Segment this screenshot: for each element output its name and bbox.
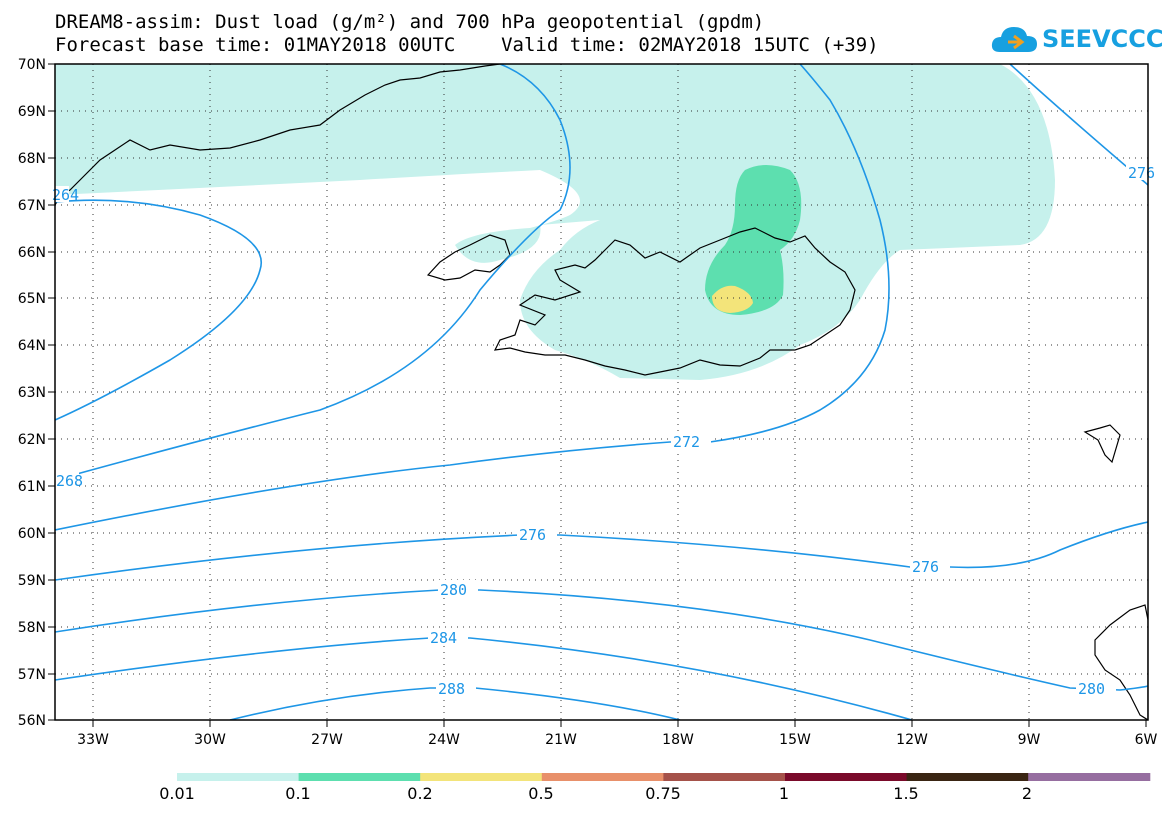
lon-label: 9W	[1018, 732, 1041, 748]
lat-label: 62N	[18, 432, 46, 448]
lat-label: 58N	[18, 620, 46, 636]
contour-268	[55, 64, 571, 481]
cloud-icon	[991, 27, 1037, 52]
contour-labels: 272 276 276 280 280 284 288 268 264 276	[52, 162, 1155, 698]
graticule	[55, 64, 1148, 720]
coastlines	[55, 64, 1148, 720]
colorbar-label: 0.01	[159, 784, 195, 803]
lat-label: 70N	[18, 57, 46, 73]
dust-area-medium	[705, 165, 802, 315]
lon-label: 21W	[545, 732, 577, 748]
lat-label: 57N	[18, 667, 46, 683]
contour-264	[55, 199, 262, 421]
longitude-labels: 33W 30W 27W 24W 21W 18W 15W 12W 9W 6W	[77, 732, 1157, 748]
latitude-labels: 70N 69N 68N 67N 66N 65N 64N 63N 62N 61N …	[18, 57, 46, 729]
contour-label-288: 288	[438, 680, 465, 698]
lon-label: 6W	[1135, 732, 1158, 748]
colorbar-segment	[785, 773, 908, 781]
colorbar-segment	[420, 773, 543, 781]
contour-280	[55, 589, 1148, 691]
colorbar-segment	[541, 773, 664, 781]
contour-label-27x: 276	[1128, 164, 1155, 182]
colorbar-label: 0.2	[407, 784, 433, 803]
contour-272	[55, 64, 890, 531]
lat-label: 64N	[18, 338, 46, 354]
lon-label: 12W	[896, 732, 928, 748]
lat-label: 67N	[18, 198, 46, 214]
lat-label: 59N	[18, 573, 46, 589]
lon-label: 27W	[311, 732, 343, 748]
colorbar-label: 0.5	[528, 784, 554, 803]
scotland-coast	[1094, 604, 1148, 720]
lon-label: 30W	[194, 732, 226, 748]
contour-label-272: 272	[673, 433, 700, 451]
axis-ticks	[48, 63, 1147, 727]
contour-label-280-b: 280	[1078, 680, 1105, 698]
contour-label-280-a: 280	[440, 581, 467, 599]
colorbar-label: 0.1	[285, 784, 311, 803]
lon-label: 33W	[77, 732, 109, 748]
contour-label-276-b: 276	[912, 558, 939, 576]
lon-label: 15W	[779, 732, 811, 748]
colorbar-segment	[1028, 773, 1151, 781]
lat-label: 68N	[18, 151, 46, 167]
contour-label-268: 268	[56, 472, 83, 490]
colorbar	[177, 773, 1151, 781]
map-subtitle: Forecast base time: 01MAY2018 00UTC Vali…	[55, 34, 879, 56]
lat-label: 63N	[18, 385, 46, 401]
colorbar-label: 1	[778, 784, 790, 803]
dust-shading	[55, 64, 1055, 380]
contour-284	[55, 637, 913, 720]
lat-label: 65N	[18, 291, 46, 307]
iceland-coast	[493, 227, 856, 376]
contour-label-264: 264	[52, 186, 79, 204]
colorbar-segment	[906, 773, 1029, 781]
contour-276	[55, 521, 1148, 581]
lat-label: 60N	[18, 526, 46, 542]
lon-label: 18W	[662, 732, 694, 748]
colorbar-label: 0.75	[645, 784, 681, 803]
map-title: DREAM8-assim: Dust load (g/m²) and 700 h…	[55, 11, 765, 33]
colorbar-segment	[298, 773, 421, 781]
lon-label: 24W	[428, 732, 460, 748]
colorbar-label: 1.5	[893, 784, 919, 803]
faroe-coast	[1083, 424, 1121, 464]
logo-text: SEEVCCC	[1042, 25, 1164, 53]
contour-label-276-a: 276	[519, 526, 546, 544]
colorbar-label: 2	[1021, 784, 1033, 803]
geopotential-contours	[55, 64, 1148, 720]
dust-area-high	[712, 285, 753, 313]
colorbar-segment	[663, 773, 786, 781]
seevccc-logo: SEEVCCC	[990, 22, 1164, 56]
contour-label-284: 284	[430, 629, 457, 647]
lat-label: 69N	[18, 104, 46, 120]
lat-label: 56N	[18, 713, 46, 729]
colorbar-segment	[177, 773, 300, 781]
lat-label: 66N	[18, 245, 46, 261]
dust-area-low	[55, 64, 1055, 380]
lat-label: 61N	[18, 479, 46, 495]
